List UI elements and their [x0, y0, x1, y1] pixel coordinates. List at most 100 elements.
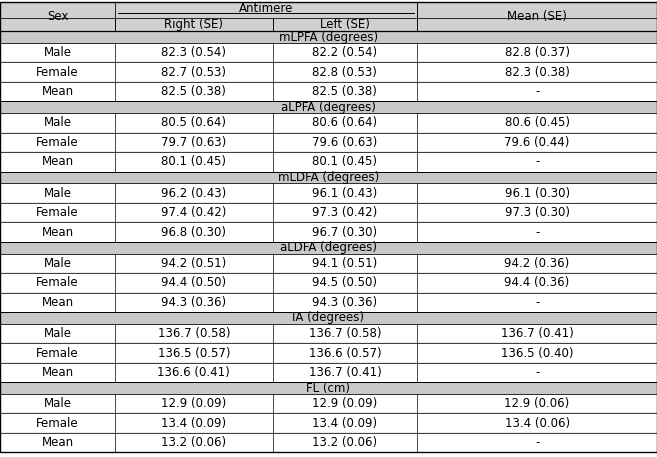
Bar [0, 152, 657, 172]
Text: 82.3 (0.54): 82.3 (0.54) [162, 46, 226, 59]
Text: 13.4 (0.09): 13.4 (0.09) [312, 417, 378, 430]
Bar [0, 242, 657, 254]
Text: 12.9 (0.06): 12.9 (0.06) [505, 397, 570, 410]
Bar [0, 18, 115, 31]
Text: Female: Female [36, 346, 79, 360]
Bar [273, 18, 417, 31]
Text: 79.7 (0.63): 79.7 (0.63) [161, 136, 227, 149]
Bar [0, 31, 657, 43]
Text: 82.5 (0.38): 82.5 (0.38) [162, 85, 226, 98]
Bar [0, 254, 657, 273]
Text: 97.4 (0.42): 97.4 (0.42) [161, 206, 227, 219]
Text: 80.6 (0.64): 80.6 (0.64) [312, 117, 378, 129]
Text: -: - [535, 296, 539, 309]
Text: Male: Male [43, 46, 72, 59]
Text: 13.4 (0.09): 13.4 (0.09) [161, 417, 227, 430]
Bar [0, 414, 657, 433]
Text: 80.1 (0.45): 80.1 (0.45) [162, 155, 226, 168]
Text: aLPFA (degrees): aLPFA (degrees) [281, 101, 376, 114]
Text: 94.2 (0.36): 94.2 (0.36) [505, 257, 570, 270]
Text: -: - [535, 436, 539, 449]
Text: 82.7 (0.53): 82.7 (0.53) [162, 66, 226, 79]
Text: Female: Female [36, 417, 79, 430]
Text: 82.8 (0.53): 82.8 (0.53) [313, 66, 377, 79]
Text: 96.2 (0.43): 96.2 (0.43) [161, 186, 227, 200]
Bar [0, 183, 657, 203]
Text: 136.7 (0.41): 136.7 (0.41) [501, 327, 574, 340]
Text: 12.9 (0.09): 12.9 (0.09) [312, 397, 378, 410]
Text: Male: Male [43, 117, 72, 129]
Text: 94.4 (0.50): 94.4 (0.50) [161, 276, 227, 289]
Text: Mean: Mean [41, 155, 74, 168]
Text: -: - [535, 85, 539, 98]
Text: 94.3 (0.36): 94.3 (0.36) [312, 296, 378, 309]
Bar [0, 203, 657, 223]
Bar [115, 2, 417, 18]
Text: 80.1 (0.45): 80.1 (0.45) [313, 155, 377, 168]
Text: 13.2 (0.06): 13.2 (0.06) [161, 436, 227, 449]
Text: 136.7 (0.41): 136.7 (0.41) [309, 366, 381, 379]
Bar [0, 273, 657, 292]
Text: 97.3 (0.42): 97.3 (0.42) [312, 206, 378, 219]
Text: Antimere: Antimere [239, 2, 293, 15]
Text: 136.6 (0.57): 136.6 (0.57) [309, 346, 381, 360]
Bar [0, 223, 657, 242]
Bar [0, 343, 657, 363]
Bar [0, 394, 657, 414]
Text: Female: Female [36, 66, 79, 79]
Text: 12.9 (0.09): 12.9 (0.09) [161, 397, 227, 410]
Text: Mean: Mean [41, 226, 74, 239]
Text: Sex: Sex [47, 10, 68, 23]
Text: Female: Female [36, 136, 79, 149]
Text: 97.3 (0.30): 97.3 (0.30) [505, 206, 570, 219]
Bar [0, 172, 657, 183]
Bar [417, 18, 657, 31]
Text: 94.5 (0.50): 94.5 (0.50) [313, 276, 377, 289]
Text: 13.4 (0.06): 13.4 (0.06) [505, 417, 570, 430]
Text: 136.5 (0.57): 136.5 (0.57) [158, 346, 230, 360]
Text: 136.6 (0.41): 136.6 (0.41) [158, 366, 230, 379]
Text: 136.5 (0.40): 136.5 (0.40) [501, 346, 574, 360]
Text: 96.1 (0.30): 96.1 (0.30) [505, 186, 570, 200]
Text: Mean: Mean [41, 436, 74, 449]
Bar [0, 63, 657, 82]
Bar [0, 82, 657, 101]
Text: 13.2 (0.06): 13.2 (0.06) [312, 436, 378, 449]
Text: -: - [535, 226, 539, 239]
Bar [0, 312, 657, 324]
Text: 96.8 (0.30): 96.8 (0.30) [162, 226, 226, 239]
Text: 80.5 (0.64): 80.5 (0.64) [162, 117, 226, 129]
Text: FL (cm): FL (cm) [307, 382, 350, 395]
Text: Right (SE): Right (SE) [164, 18, 223, 31]
Bar [0, 433, 657, 452]
Bar [115, 18, 273, 31]
Text: Mean: Mean [41, 85, 74, 98]
Text: 82.5 (0.38): 82.5 (0.38) [313, 85, 377, 98]
Text: 82.8 (0.37): 82.8 (0.37) [505, 46, 570, 59]
Text: 94.1 (0.51): 94.1 (0.51) [312, 257, 378, 270]
Bar [0, 382, 657, 394]
Text: mLDFA (degrees): mLDFA (degrees) [278, 171, 379, 184]
Text: 96.1 (0.43): 96.1 (0.43) [312, 186, 378, 200]
Text: Left (SE): Left (SE) [320, 18, 370, 31]
Bar [0, 101, 657, 113]
Bar [0, 292, 657, 312]
Text: mLPFA (degrees): mLPFA (degrees) [279, 31, 378, 43]
Text: 136.7 (0.58): 136.7 (0.58) [309, 327, 381, 340]
Text: Female: Female [36, 276, 79, 289]
Text: Mean: Mean [41, 296, 74, 309]
Text: Female: Female [36, 206, 79, 219]
Text: Male: Male [43, 186, 72, 200]
Text: -: - [535, 155, 539, 168]
Text: Male: Male [43, 397, 72, 410]
Text: Mean: Mean [41, 366, 74, 379]
Text: IA (degrees): IA (degrees) [292, 311, 365, 324]
Text: -: - [535, 366, 539, 379]
Bar [0, 363, 657, 382]
Bar [0, 133, 657, 152]
Text: 136.7 (0.58): 136.7 (0.58) [158, 327, 230, 340]
Text: 79.6 (0.63): 79.6 (0.63) [312, 136, 378, 149]
Text: 82.2 (0.54): 82.2 (0.54) [312, 46, 378, 59]
Text: aLDFA (degrees): aLDFA (degrees) [280, 241, 377, 254]
Text: 94.4 (0.36): 94.4 (0.36) [505, 276, 570, 289]
